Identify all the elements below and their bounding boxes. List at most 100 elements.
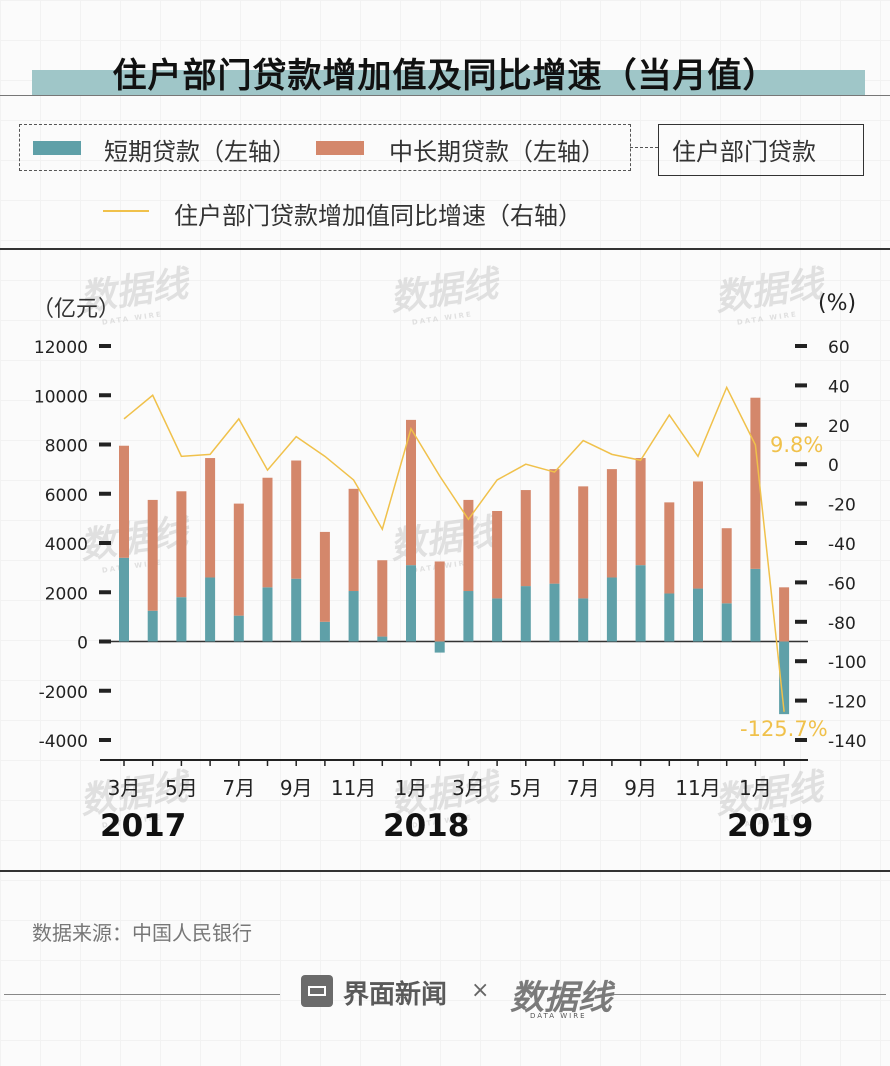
right-tick-label: -140: [828, 732, 867, 752]
right-tick-label: 20: [828, 417, 850, 437]
year-label-2017: 2017: [100, 808, 187, 844]
right-tick-mark: [795, 383, 807, 388]
x-tick-label: 7月: [567, 776, 600, 800]
right-tick-mark: [795, 501, 807, 506]
bar-short-term: [520, 586, 531, 642]
bar-long-term: [147, 499, 158, 611]
x-tick-label: 7月: [222, 776, 255, 800]
bar-short-term: [176, 597, 187, 642]
left-tick-mark: [99, 639, 111, 644]
bar-long-term: [176, 491, 187, 598]
bar-short-term: [549, 583, 560, 642]
bar-short-term: [664, 593, 675, 642]
right-tick-label: 40: [828, 377, 850, 397]
x-tick-label: 5月: [509, 776, 542, 800]
bar-short-term: [779, 641, 790, 715]
bar-long-term: [262, 477, 273, 588]
x-tick-label: 3月: [452, 776, 485, 800]
bar-short-term: [291, 578, 302, 642]
bar-short-term: [721, 603, 732, 642]
jiemian-logo-icon: [301, 975, 333, 1007]
footer-line-right: [610, 994, 886, 995]
footer-line-left: [4, 994, 280, 995]
left-tick-label: -2000: [39, 683, 88, 703]
datawire-logo-subtext: DATA WIRE: [530, 1012, 587, 1020]
left-tick-label: 4000: [45, 535, 88, 555]
left-tick-mark: [99, 491, 111, 496]
bar-long-term: [635, 458, 646, 566]
bar-short-term: [147, 610, 158, 642]
bar-short-term: [262, 587, 273, 642]
bar-long-term: [750, 397, 761, 569]
bottom-separator: [0, 870, 890, 872]
bar-long-term: [291, 460, 302, 579]
x-tick-label: 9月: [280, 776, 313, 800]
left-tick-mark: [99, 442, 111, 447]
right-tick-label: 0: [828, 456, 839, 476]
bar-long-term: [434, 561, 445, 642]
legend-group-label: 住户部门贷款: [672, 138, 816, 166]
left-tick-label: 0: [77, 634, 88, 654]
left-tick-label: 8000: [45, 437, 88, 457]
left-tick-mark: [99, 344, 111, 348]
left-tick-mark: [99, 541, 111, 545]
legend-group-label-box: [658, 124, 864, 176]
bar-long-term: [406, 419, 416, 566]
bar-short-term: [492, 598, 503, 642]
x-tick-label: 9月: [624, 776, 657, 800]
top-separator: [0, 248, 890, 250]
left-tick-mark: [99, 738, 111, 742]
bar-long-term: [549, 469, 560, 584]
bar-long-term: [664, 502, 675, 594]
right-tick-mark: [795, 738, 807, 742]
left-axis-unit: （亿元）: [32, 297, 121, 322]
bar-short-term: [578, 598, 589, 642]
right-tick-label: -120: [828, 693, 867, 713]
left-tick-label: 10000: [34, 387, 88, 407]
legend-swatch-short-term: [33, 141, 81, 155]
right-tick-label: -20: [828, 496, 856, 516]
bar-short-term: [319, 621, 330, 642]
legend-label-long-term: 中长期贷款（左轴）: [389, 138, 605, 166]
bar-long-term: [606, 469, 617, 578]
legend-swatch-long-term: [316, 141, 364, 155]
left-tick-mark: [99, 688, 111, 693]
data-label-growth: -125.7%: [740, 717, 828, 741]
bar-short-term: [434, 641, 445, 653]
data-label-growth: 9.8%: [770, 433, 823, 457]
bar-short-term: [463, 591, 474, 642]
bar-short-term: [693, 588, 703, 642]
bar-short-term: [377, 636, 388, 642]
legend-swatch-growth: [103, 210, 149, 212]
left-tick-label: -4000: [39, 732, 88, 752]
right-tick-label: 60: [828, 338, 850, 358]
bar-short-term: [233, 615, 244, 642]
title-underline: [0, 95, 890, 96]
bar-long-term: [319, 531, 330, 622]
year-label-2019: 2019: [727, 808, 814, 844]
source-note: 数据来源：中国人民银行: [32, 921, 252, 945]
bar-short-term: [119, 557, 129, 642]
chart-title: 住户部门贷款增加值及同比增速（当月值）: [112, 56, 778, 96]
left-tick-mark: [99, 590, 111, 595]
left-tick-label: 12000: [34, 338, 88, 358]
right-tick-label: -100: [828, 653, 867, 673]
brand-name: 界面新闻: [343, 980, 448, 1010]
right-tick-mark: [795, 422, 807, 427]
right-tick-mark: [795, 541, 807, 545]
bar-long-term: [205, 458, 216, 578]
bar-long-term: [377, 560, 388, 637]
times-sign: ×: [471, 978, 490, 1003]
bar-short-term: [348, 591, 359, 642]
bar-short-term: [205, 577, 216, 642]
legend-label-growth: 住户部门贷款增加值同比增速（右轴）: [174, 202, 582, 230]
bar-long-term: [463, 499, 474, 592]
growth-line: [123, 385, 785, 712]
bar-long-term: [119, 445, 129, 558]
bar-long-term: [348, 488, 359, 592]
x-tick-label: 1月: [739, 776, 772, 800]
right-tick-label: -40: [828, 535, 856, 555]
datawire-logo: 数据线: [510, 978, 612, 1018]
right-tick-mark: [795, 659, 807, 664]
